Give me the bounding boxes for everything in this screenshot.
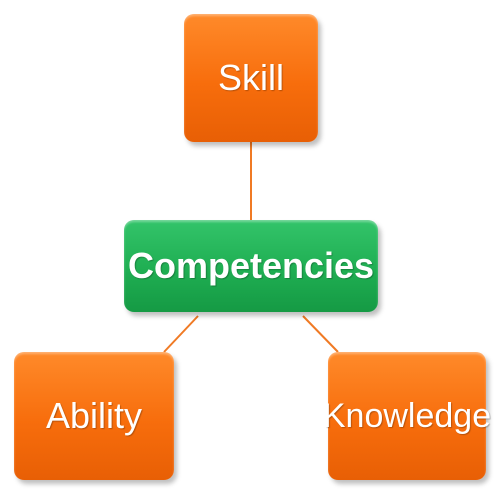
node-skill: Skill	[184, 14, 318, 142]
node-knowledge-label: Knowledge	[322, 396, 492, 435]
node-skill-label: Skill	[217, 57, 284, 98]
connector-competencies-knowledge	[302, 315, 339, 353]
node-competencies-label: Competencies	[127, 245, 375, 286]
node-ability: Ability	[14, 352, 174, 480]
node-knowledge: Knowledge	[323, 352, 491, 480]
node-competencies: Competencies	[124, 220, 378, 312]
node-ability-label: Ability	[45, 395, 143, 436]
connector-competencies-ability	[163, 315, 199, 353]
